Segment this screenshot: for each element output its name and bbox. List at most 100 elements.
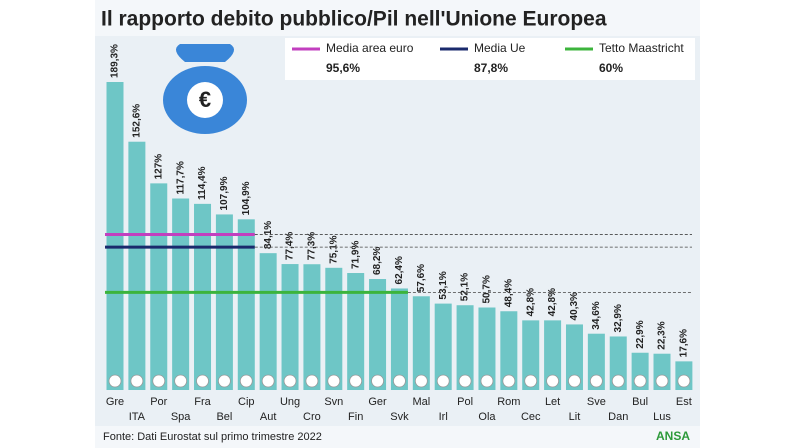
flag (524, 374, 538, 388)
bar (150, 183, 168, 390)
x-tick-label: Irl (439, 411, 448, 423)
flag (414, 374, 428, 388)
x-tick-label: Spa (171, 411, 191, 423)
x-tick-label: Cro (303, 411, 321, 423)
value-label: 117,7% (175, 161, 186, 194)
x-tick-label: Bul (632, 396, 648, 408)
flag (174, 374, 188, 388)
x-tick-label: Pol (457, 396, 473, 408)
x-tick-label: Cip (238, 396, 255, 408)
value-label: 42,8% (525, 288, 536, 316)
legend-value: 60% (599, 61, 623, 75)
bar (194, 203, 212, 390)
x-tick-label: Aut (260, 411, 277, 423)
x-tick-label: ITA (129, 411, 146, 423)
value-label: 68,2% (372, 247, 383, 275)
value-label: 34,6% (591, 301, 602, 329)
flag (108, 374, 122, 388)
legend-box (285, 38, 695, 80)
flag (261, 374, 275, 388)
value-label: 57,6% (416, 264, 427, 292)
flag (589, 374, 603, 388)
bar (369, 279, 387, 390)
x-tick-label: Sve (587, 396, 606, 408)
flag (217, 374, 231, 388)
legend-label: Media Ue (474, 41, 526, 55)
money-bag: € (163, 44, 247, 134)
value-label: 189,3% (110, 44, 121, 78)
svg-text:€: € (199, 87, 211, 112)
legend-label: Tetto Maastricht (599, 41, 684, 55)
value-label: 114,4% (197, 166, 208, 199)
x-tick-label: Ola (478, 411, 496, 423)
legend-value: 87,8% (474, 61, 508, 75)
bar (303, 264, 321, 390)
flag (458, 374, 472, 388)
credit: ANSA (656, 429, 690, 443)
x-tick-label: Cec (521, 411, 541, 423)
flag (655, 374, 669, 388)
flag (130, 374, 144, 388)
value-label: 107,9% (219, 176, 230, 210)
value-label: 22,9% (635, 320, 646, 348)
bar (128, 141, 146, 390)
x-tick-label: Est (676, 396, 692, 408)
x-tick-label: Dan (608, 411, 628, 423)
value-label: 17,6% (679, 329, 690, 357)
flag (436, 374, 450, 388)
bar (237, 219, 255, 390)
bar (390, 288, 408, 390)
bar (325, 267, 343, 390)
bar (587, 333, 605, 390)
value-label: 40,3% (569, 292, 580, 320)
value-label: 62,4% (394, 256, 405, 284)
x-tick-label: Let (545, 396, 560, 408)
value-label: 152,6% (132, 104, 143, 138)
value-label: 42,8% (547, 288, 558, 316)
value-label: 104,9% (241, 181, 252, 215)
bar (259, 253, 277, 390)
legend-value: 95,6% (326, 61, 360, 75)
x-tick-label: Fra (194, 396, 211, 408)
bar (565, 324, 583, 390)
x-tick-label: Por (150, 396, 167, 408)
flag (611, 374, 625, 388)
flag (393, 374, 406, 388)
flag (152, 374, 166, 388)
value-label: 77,3% (307, 232, 318, 260)
bar (522, 320, 540, 390)
bar (456, 305, 474, 390)
value-label: 53,1% (438, 271, 449, 299)
bar (412, 296, 430, 390)
x-tick-label: Fin (348, 411, 363, 423)
x-tick-label: Gre (106, 396, 124, 408)
value-label: 50,7% (482, 275, 493, 303)
flag (305, 374, 319, 388)
flag (480, 374, 494, 388)
chart-title: Il rapporto debito pubblico/Pil nell'Uni… (101, 8, 607, 31)
value-label: 22,3% (657, 321, 668, 349)
flag (327, 374, 341, 388)
legend-label: Media area euro (326, 41, 414, 55)
flag (239, 374, 253, 388)
x-tick-label: Ung (280, 396, 300, 408)
flag (371, 374, 384, 388)
value-label: 84,1% (263, 221, 274, 249)
bar (544, 320, 562, 390)
flag (502, 374, 516, 388)
value-label: 77,4% (285, 232, 296, 260)
value-label: 127% (153, 154, 164, 180)
flag (633, 374, 647, 388)
x-tick-label: Ger (368, 396, 387, 408)
value-label: 71,9% (350, 241, 361, 269)
bar (106, 82, 124, 390)
bar (434, 303, 452, 390)
bar (478, 307, 496, 390)
x-tick-label: Rom (497, 396, 520, 408)
x-tick-label: Lus (653, 411, 671, 423)
flag (546, 374, 559, 388)
bar (500, 311, 518, 390)
x-tick-label: Lit (569, 411, 581, 423)
flag (568, 374, 581, 388)
